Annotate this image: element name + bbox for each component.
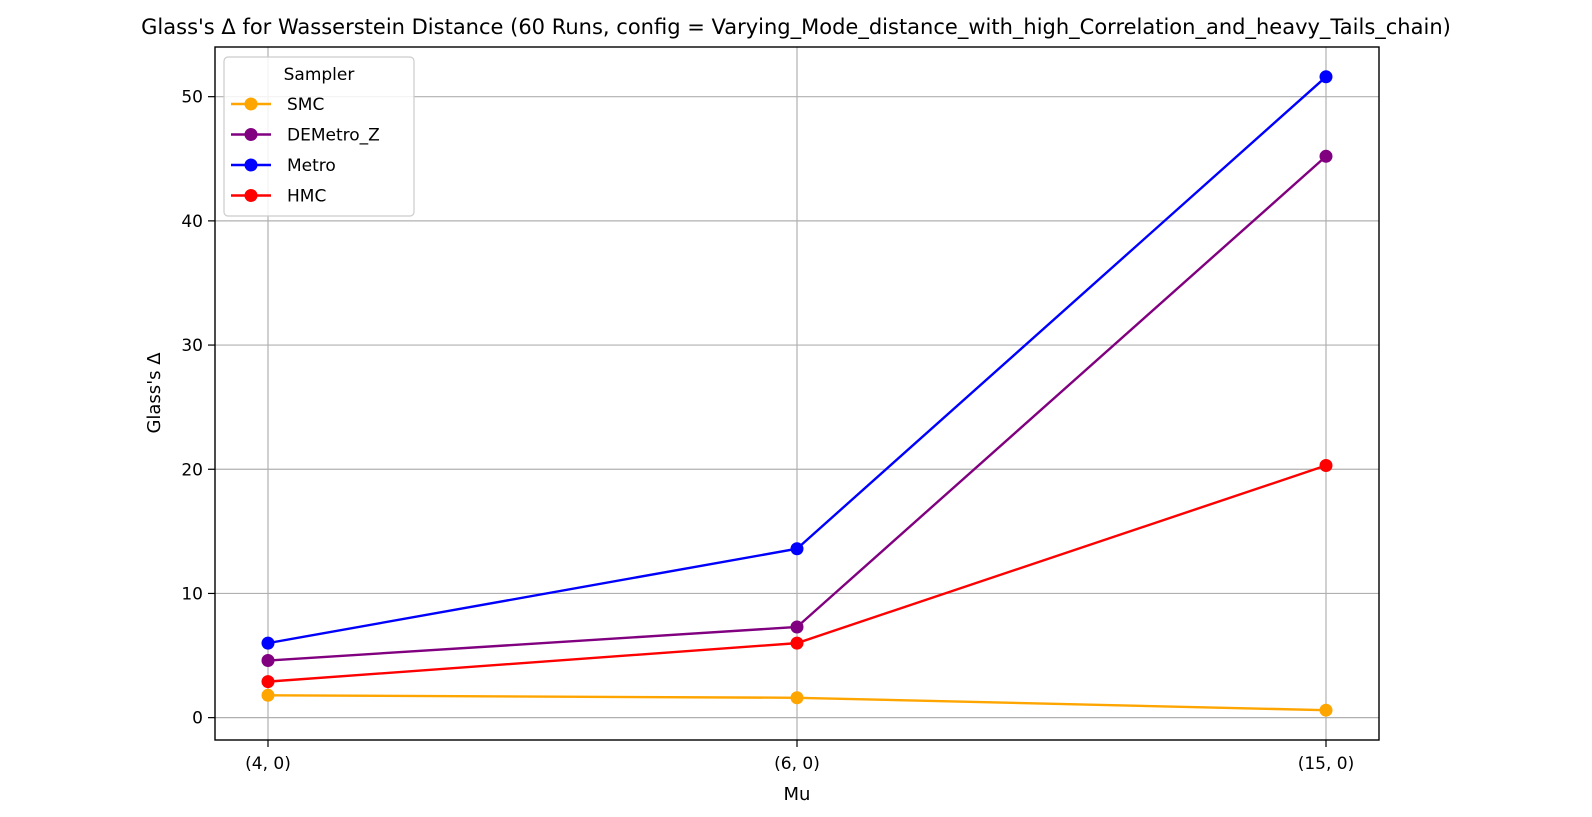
y-tick-label: 30 [181, 336, 203, 356]
legend-swatch-marker [244, 128, 258, 141]
x-tick-label: (6, 0) [774, 754, 820, 774]
data-point-hmc [790, 636, 804, 650]
y-tick-label: 20 [181, 460, 203, 480]
series-metro [261, 70, 1333, 650]
legend: Sampler SMC DEMetro_Z Metro HMC [223, 56, 415, 217]
legend-label: Metro [287, 156, 336, 176]
data-point-smc [1319, 703, 1333, 717]
data-point-hmc [261, 675, 275, 689]
legend-box [223, 56, 415, 217]
series-lines [261, 70, 1333, 717]
data-point-hmc [1319, 459, 1333, 473]
legend-items: SMC DEMetro_Z Metro HMC [231, 95, 380, 207]
legend-item-hmc: HMC [231, 187, 326, 207]
chart-title: Glass's Δ for Wasserstein Distance (60 R… [141, 15, 1451, 40]
legend-swatch-marker [244, 158, 258, 172]
data-point-demetro-z [790, 620, 804, 634]
legend-label: HMC [287, 187, 326, 207]
data-point-smc [790, 691, 804, 705]
data-point-demetro-z [261, 654, 275, 668]
series-smc [261, 688, 1333, 717]
data-point-metro [1319, 70, 1333, 84]
x-tick-label: (4, 0) [245, 754, 291, 774]
y-tick-label: 10 [181, 584, 203, 604]
data-point-demetro-z [1319, 149, 1333, 163]
y-tick-label: 50 [181, 88, 203, 108]
series-demetro-z [261, 149, 1333, 668]
legend-swatch-marker [244, 97, 258, 111]
series-hmc [261, 459, 1333, 689]
legend-item-metro: Metro [231, 156, 336, 176]
axis-ticks: (4, 0) (6, 0) (15, 0) 0 10 20 30 40 50 [181, 88, 1354, 774]
data-point-metro [790, 542, 804, 556]
y-tick-label: 40 [181, 212, 203, 232]
x-tick-label: (15, 0) [1298, 754, 1355, 774]
legend-item-demetro-z: DEMetro_Z [231, 126, 380, 146]
y-tick-label: 0 [192, 709, 203, 729]
x-axis-label: Mu [784, 784, 811, 805]
legend-swatch-marker [244, 189, 258, 202]
data-point-smc [261, 688, 275, 702]
legend-title: Sampler [284, 65, 355, 85]
legend-item-smc: SMC [231, 95, 324, 115]
legend-label: SMC [287, 95, 324, 115]
data-point-metro [261, 636, 275, 650]
y-axis-label: Glass's Δ [144, 352, 165, 434]
legend-label: DEMetro_Z [287, 126, 380, 146]
